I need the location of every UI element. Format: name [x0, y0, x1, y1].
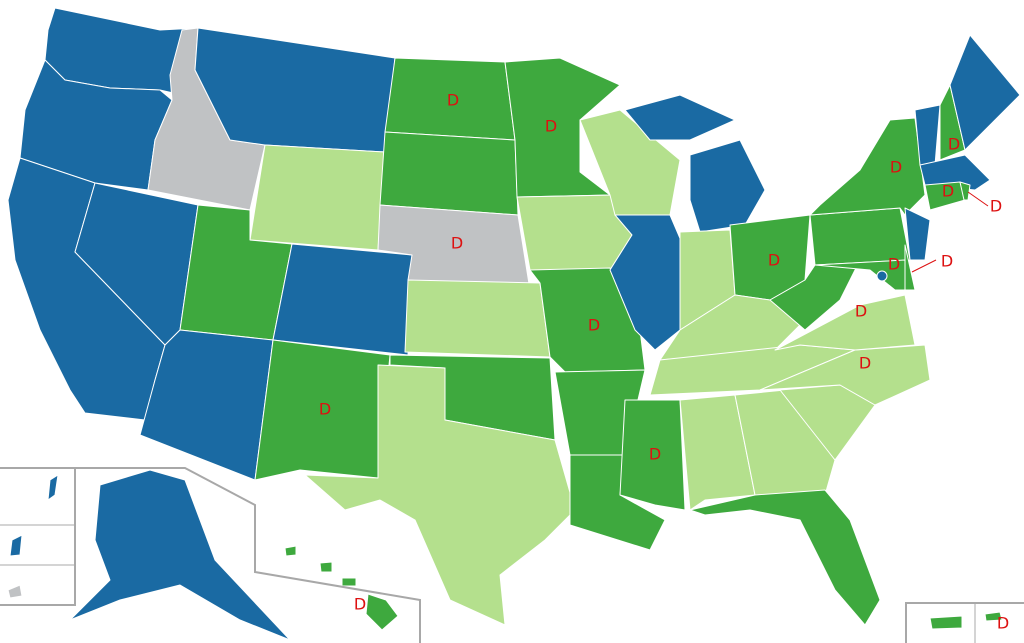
state-label: D: [855, 302, 867, 321]
region: [69, 469, 291, 641]
region: [504, 57, 621, 198]
region: [984, 611, 1003, 622]
region: [341, 577, 357, 587]
region: [254, 339, 391, 481]
state-label: D: [354, 595, 366, 614]
state-label: D: [545, 117, 557, 136]
region: [949, 34, 1021, 151]
state-label: D: [990, 197, 1002, 216]
region: [774, 294, 916, 351]
state-label: D: [447, 91, 459, 110]
region: [959, 181, 971, 201]
region: [47, 474, 59, 501]
dc-marker: [876, 270, 888, 282]
state-label: D: [588, 316, 600, 335]
state-label: D: [997, 614, 1009, 633]
region: [919, 154, 991, 191]
inset-frame: [0, 468, 76, 606]
state-label: D: [859, 354, 871, 373]
state-label: D: [319, 400, 331, 419]
leader-line: [911, 259, 937, 273]
inset-frames: [0, 467, 1024, 643]
region: [914, 104, 941, 166]
region: [304, 364, 576, 626]
leader-lines: [911, 191, 989, 273]
region: [9, 534, 23, 557]
region: [284, 545, 297, 557]
state-label: D: [948, 135, 960, 154]
region: [904, 244, 916, 291]
labels: D D D D D D D D D D D D D D D D D: [319, 91, 1009, 633]
region: [929, 615, 963, 630]
state-label: D: [942, 182, 954, 201]
region: [379, 131, 519, 216]
region: [689, 489, 881, 626]
region: [404, 279, 551, 358]
state-label: D: [649, 445, 661, 464]
state-label: D: [451, 234, 463, 253]
region: [734, 389, 836, 496]
region: [809, 117, 926, 216]
region: [7, 584, 23, 599]
region: [319, 561, 333, 573]
region: [904, 207, 931, 261]
region: [272, 243, 413, 356]
leader-line: [967, 191, 989, 207]
region: [365, 593, 399, 631]
region: [679, 394, 756, 511]
state-label: D: [888, 255, 900, 274]
inset-frame: [0, 467, 421, 643]
state-label: D: [941, 252, 953, 271]
region: [689, 139, 766, 233]
region: [619, 399, 686, 511]
region: [624, 94, 736, 141]
regions: [7, 7, 1021, 641]
state-label: D: [768, 251, 780, 270]
inset-frame: [905, 602, 1024, 643]
region: [249, 144, 386, 251]
region: [609, 214, 686, 351]
state-label: D: [890, 158, 902, 177]
